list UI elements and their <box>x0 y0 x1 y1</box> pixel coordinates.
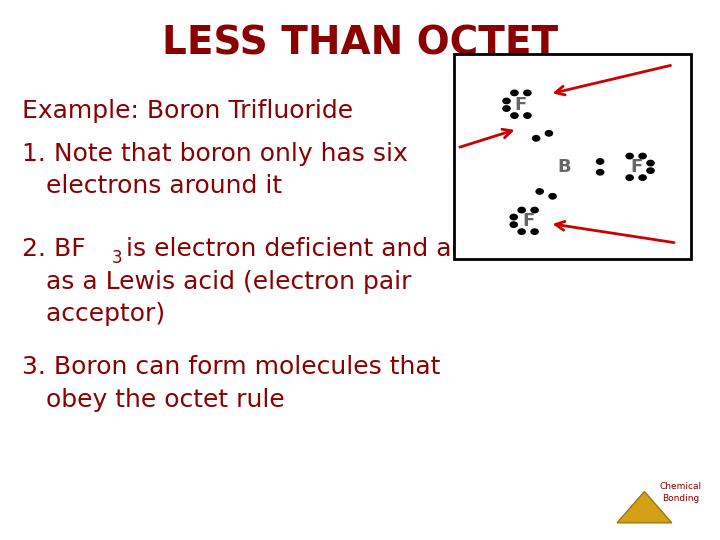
Circle shape <box>549 193 556 199</box>
Text: F: F <box>522 212 534 230</box>
Circle shape <box>518 207 526 213</box>
Text: 3. Boron can form molecules that: 3. Boron can form molecules that <box>22 355 440 379</box>
Text: Example: Boron Trifluoride: Example: Boron Trifluoride <box>22 99 353 123</box>
Circle shape <box>510 214 517 220</box>
Circle shape <box>647 160 654 166</box>
Circle shape <box>523 113 531 118</box>
Text: F: F <box>630 158 642 176</box>
Circle shape <box>639 153 647 159</box>
Bar <box>454 54 691 259</box>
Circle shape <box>533 136 540 141</box>
Text: electrons around it: electrons around it <box>22 174 282 198</box>
Text: is electron deficient and acts: is electron deficient and acts <box>126 238 488 261</box>
Circle shape <box>503 98 510 104</box>
Circle shape <box>531 229 538 234</box>
Circle shape <box>639 175 647 180</box>
Text: B: B <box>557 158 571 176</box>
Polygon shape <box>617 491 672 523</box>
Text: LESS THAN OCTET: LESS THAN OCTET <box>162 24 558 62</box>
Circle shape <box>503 106 510 111</box>
Text: acceptor): acceptor) <box>22 302 165 326</box>
Text: 3: 3 <box>112 249 122 267</box>
Text: obey the octet rule: obey the octet rule <box>22 388 284 411</box>
Circle shape <box>518 229 526 234</box>
Text: F: F <box>515 96 527 114</box>
Circle shape <box>596 170 603 175</box>
Circle shape <box>596 159 603 164</box>
Circle shape <box>626 153 634 159</box>
Circle shape <box>626 175 634 180</box>
Text: Chemical
Bonding: Chemical Bonding <box>660 482 701 503</box>
Text: 2. BF: 2. BF <box>22 238 86 261</box>
Circle shape <box>531 207 538 213</box>
Circle shape <box>545 131 552 136</box>
Circle shape <box>510 222 517 227</box>
Circle shape <box>523 90 531 96</box>
Circle shape <box>511 113 518 118</box>
Text: 1. Note that boron only has six: 1. Note that boron only has six <box>22 142 408 166</box>
Circle shape <box>536 189 544 194</box>
Text: as a Lewis acid (electron pair: as a Lewis acid (electron pair <box>22 270 411 294</box>
Circle shape <box>647 168 654 173</box>
Circle shape <box>511 90 518 96</box>
